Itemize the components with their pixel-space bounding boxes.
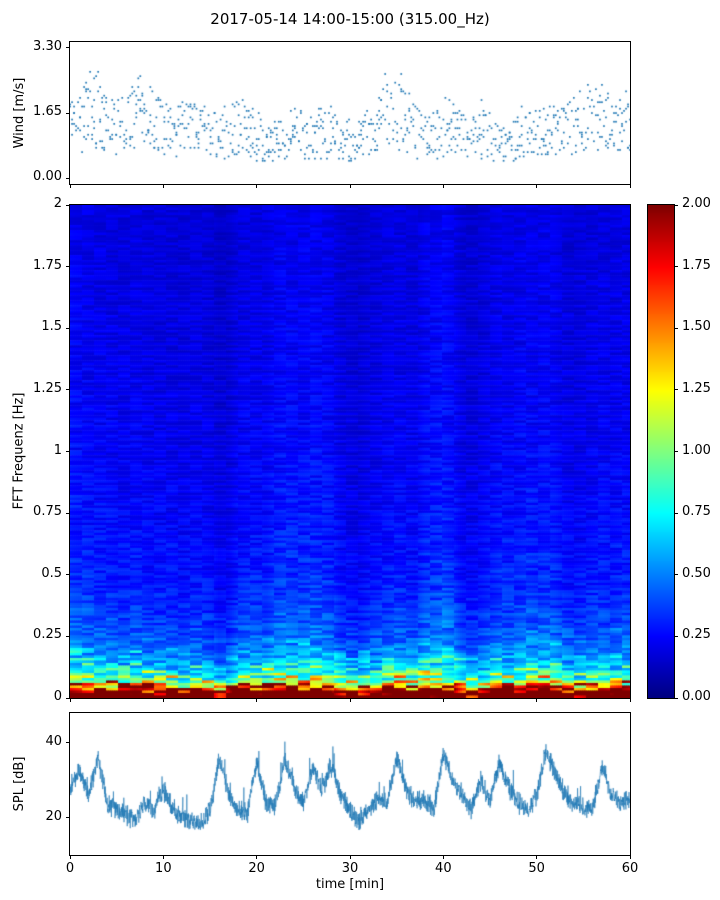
- y-tick-mark: [66, 327, 70, 329]
- colorbar-tick-mark: [674, 574, 678, 576]
- y-tick-mark: [66, 742, 70, 744]
- x-tick-label: 50: [528, 861, 545, 876]
- wind-scatter-plot: [69, 41, 631, 185]
- y-tick-label: 1.75: [33, 257, 62, 273]
- x-tick-mark: [536, 698, 538, 702]
- y-tick-label: 40: [45, 733, 62, 749]
- spl-line-canvas: [70, 713, 630, 855]
- x-tick-mark: [442, 855, 444, 859]
- colorbar-tick-mark: [674, 266, 678, 268]
- x-tick-label: 60: [621, 861, 639, 876]
- x-tick-mark: [629, 184, 631, 188]
- colorbar-tick-label: 1.00: [682, 442, 711, 458]
- y-tick-label: 1.25: [33, 380, 62, 396]
- y-tick-mark: [66, 451, 70, 452]
- y-tick-mark: [66, 204, 70, 206]
- colorbar-tick-label: 0.25: [682, 627, 711, 643]
- colorbar-tick-label: 0.50: [682, 565, 711, 581]
- y-tick-mark: [66, 266, 70, 268]
- colorbar-tick-mark: [674, 204, 678, 206]
- colorbar-tick-label: 0.75: [682, 504, 711, 520]
- x-tick-mark: [349, 184, 351, 188]
- colorbar-tick-label: 1.50: [682, 319, 711, 335]
- spl-line-plot: [69, 712, 631, 856]
- x-tick-mark: [536, 855, 538, 859]
- y-tick-label: 1: [53, 442, 62, 458]
- x-tick-mark: [256, 698, 258, 702]
- y-tick-label: 1.65: [33, 104, 62, 119]
- x-tick-label: 40: [435, 861, 452, 876]
- x-tick-mark: [442, 184, 444, 188]
- colorbar-tick-mark: [674, 512, 678, 514]
- colorbar-tick-mark: [674, 389, 678, 391]
- colorbar: [647, 204, 675, 699]
- x-tick-mark: [69, 698, 71, 702]
- y-tick-mark: [66, 512, 70, 514]
- wind-scatter-canvas: [70, 42, 630, 184]
- x-tick-label: 0: [65, 861, 75, 876]
- y-tick-mark: [66, 697, 70, 699]
- x-tick-mark: [69, 184, 71, 188]
- x-tick-mark: [349, 698, 351, 702]
- colorbar-tick-label: 1.25: [682, 380, 711, 396]
- colorbar-tick-mark: [674, 697, 678, 699]
- x-tick-mark: [629, 698, 631, 702]
- colorbar-tick-label: 0.00: [682, 689, 711, 704]
- y-tick-mark: [66, 177, 70, 179]
- x-tick-mark: [629, 855, 631, 859]
- colorbar-tick-mark: [674, 327, 678, 329]
- y-tick-mark: [66, 389, 70, 391]
- y-tick-mark: [66, 112, 70, 114]
- x-axis-label: time [min]: [315, 877, 385, 892]
- x-tick-label: 30: [341, 861, 359, 876]
- figure-title: 2017-05-14 14:00-15:00 (315.00_Hz): [210, 10, 490, 28]
- x-tick-mark: [349, 855, 351, 859]
- y-tick-label: 1.5: [41, 319, 62, 335]
- y-tick-label: 2: [53, 196, 62, 211]
- y-tick-label: 0: [53, 689, 62, 704]
- x-tick-label: 10: [155, 861, 172, 876]
- y-tick-mark: [66, 574, 70, 576]
- y-tick-label: 3.30: [33, 38, 62, 54]
- y-tick-mark: [66, 635, 70, 637]
- colorbar-tick-mark: [674, 635, 678, 637]
- y-tick-label: 0.75: [33, 504, 62, 520]
- colorbar-canvas: [648, 205, 674, 698]
- x-tick-label: 20: [248, 861, 265, 876]
- x-tick-mark: [162, 184, 164, 188]
- spectrogram-plot: [69, 204, 631, 699]
- x-tick-mark: [442, 698, 444, 702]
- x-tick-mark: [69, 855, 71, 859]
- colorbar-tick-mark: [674, 451, 678, 452]
- y-tick-label: 0.5: [41, 565, 62, 581]
- x-tick-mark: [256, 184, 258, 188]
- x-tick-mark: [536, 184, 538, 188]
- y-tick-label: 0.25: [33, 627, 62, 643]
- spectrogram-canvas: [70, 205, 630, 698]
- x-tick-mark: [162, 698, 164, 702]
- y-tick-mark: [66, 817, 70, 819]
- x-tick-mark: [256, 855, 258, 859]
- y-tick-label: 20: [45, 808, 62, 824]
- y-tick-mark: [66, 47, 70, 49]
- x-tick-mark: [162, 855, 164, 859]
- y-tick-label: 0.00: [33, 169, 62, 185]
- colorbar-tick-label: 1.75: [682, 257, 711, 273]
- colorbar-tick-label: 2.00: [682, 196, 711, 211]
